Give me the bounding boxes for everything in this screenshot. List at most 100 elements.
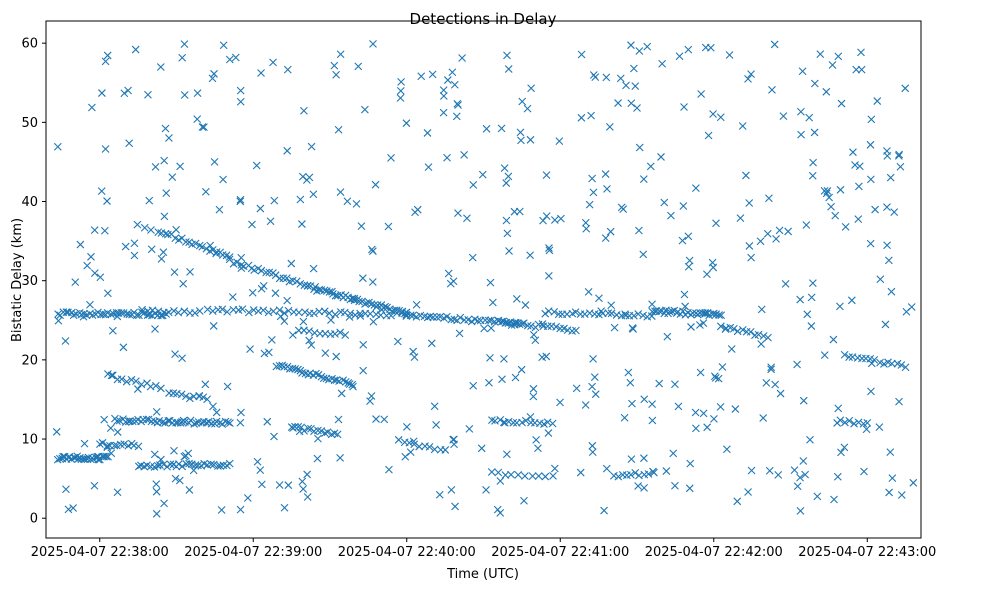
data-point <box>825 193 834 202</box>
data-point <box>482 485 490 494</box>
data-point <box>228 293 237 301</box>
data-point <box>201 380 210 389</box>
data-point <box>497 124 506 133</box>
data-point <box>866 175 875 184</box>
data-point <box>883 241 891 250</box>
data-point <box>333 430 342 439</box>
data-point <box>543 322 552 331</box>
data-point <box>450 435 458 444</box>
data-point <box>206 241 215 250</box>
data-point <box>614 99 622 107</box>
data-point <box>521 416 530 425</box>
data-point <box>236 195 245 204</box>
data-point <box>543 418 552 427</box>
data-point <box>395 306 404 315</box>
data-point <box>372 415 380 423</box>
data-point <box>581 401 590 409</box>
data-point <box>170 306 178 315</box>
data-point <box>449 277 458 286</box>
data-point <box>639 175 648 183</box>
data-point <box>684 45 693 54</box>
data-point <box>321 429 329 437</box>
y-tick-label: 10 <box>21 433 38 448</box>
data-point <box>590 373 599 382</box>
data-point <box>526 412 535 421</box>
data-point <box>456 313 465 322</box>
data-point <box>688 309 697 318</box>
data-point <box>409 437 418 446</box>
data-point <box>620 413 629 422</box>
data-point <box>531 336 540 345</box>
data-point <box>450 315 459 324</box>
data-point <box>182 237 190 246</box>
data-point <box>845 416 854 425</box>
data-point <box>509 418 518 427</box>
data-point <box>640 484 648 492</box>
data-point <box>685 484 694 493</box>
data-point <box>585 309 594 318</box>
data-point <box>432 420 441 429</box>
data-point <box>208 74 217 83</box>
data-point <box>629 64 638 73</box>
data-point <box>107 449 116 458</box>
data-point <box>849 148 857 157</box>
data-point <box>823 187 832 195</box>
data-point <box>134 442 143 451</box>
data-point <box>534 444 542 453</box>
data-point <box>714 374 723 383</box>
data-point <box>439 92 448 100</box>
data-point <box>831 211 840 220</box>
data-point <box>779 112 788 121</box>
data-point <box>754 330 763 339</box>
data-point <box>716 113 725 122</box>
data-point <box>275 306 284 315</box>
data-point <box>198 123 207 131</box>
data-point <box>696 368 705 377</box>
data-point <box>219 41 228 50</box>
data-point <box>712 219 720 228</box>
data-point <box>296 195 305 204</box>
data-point <box>686 459 695 468</box>
data-point <box>144 90 152 99</box>
data-point <box>198 242 207 251</box>
y-tick-label: 50 <box>21 116 38 131</box>
data-point <box>897 491 906 499</box>
data-point <box>539 216 547 225</box>
data-point <box>178 417 186 426</box>
data-point <box>658 59 667 68</box>
data-point <box>503 51 511 60</box>
data-point <box>810 128 819 137</box>
data-point <box>185 394 194 403</box>
data-point <box>588 441 597 450</box>
data-point <box>580 310 589 318</box>
data-point <box>405 438 414 447</box>
chart-title: Detections in Delay <box>410 10 557 28</box>
data-point <box>604 309 613 318</box>
data-point <box>225 253 234 261</box>
data-point <box>799 396 808 405</box>
data-point <box>545 244 553 252</box>
data-point <box>203 395 212 404</box>
data-point <box>836 416 845 425</box>
data-point <box>305 336 314 345</box>
data-point <box>710 372 719 381</box>
data-point <box>626 470 635 479</box>
data-point <box>837 448 845 457</box>
data-point <box>635 226 643 235</box>
data-point <box>521 472 529 480</box>
data-point <box>834 52 843 61</box>
data-point <box>692 184 700 193</box>
data-point <box>901 84 910 93</box>
data-point <box>544 271 553 280</box>
data-point <box>280 317 289 326</box>
data-point <box>885 488 893 497</box>
data-point <box>803 310 812 319</box>
data-point <box>541 472 550 481</box>
data-point <box>225 459 234 468</box>
data-point <box>511 373 520 382</box>
data-point <box>701 309 710 318</box>
data-point <box>840 443 849 452</box>
data-point <box>767 363 776 372</box>
data-point <box>145 196 154 205</box>
data-point <box>203 305 212 314</box>
